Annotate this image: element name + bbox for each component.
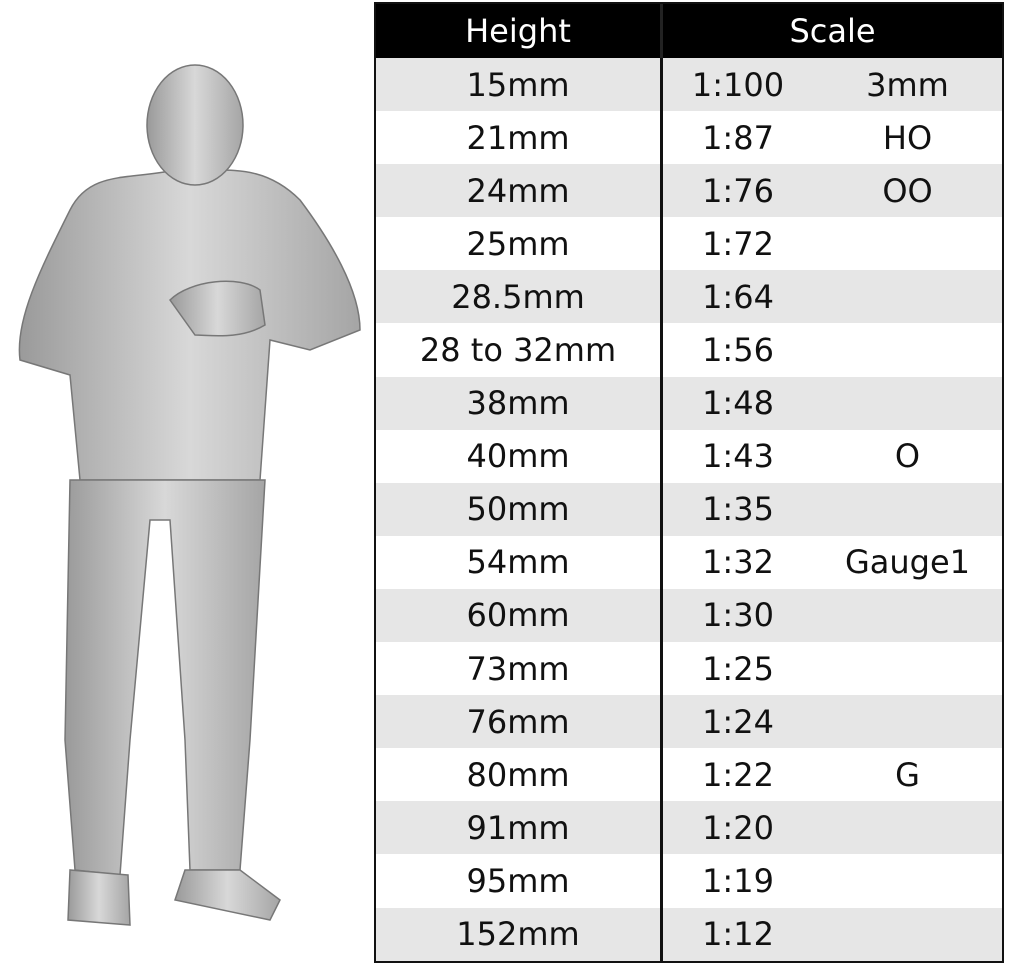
gauge-cell (813, 589, 1002, 642)
gauge-cell (813, 323, 1002, 376)
height-cell: 24mm (376, 164, 663, 218)
scale-cell: 1:12 (702, 915, 774, 954)
header-height: Height (376, 4, 663, 58)
scale-cell: 1:22 (702, 755, 774, 794)
3d-scanned-man-figure (18, 64, 361, 926)
height-cell: 76mm (376, 695, 663, 749)
scale-cell: 1:43 (702, 437, 774, 476)
gauge-cell (813, 854, 1002, 907)
scale-cell: 1:76 (702, 171, 774, 210)
gauge-cell: G (895, 755, 920, 794)
gauge-cell (813, 377, 1002, 430)
height-cell: 60mm (376, 588, 663, 643)
gauge-cell: HO (882, 118, 933, 157)
scale-cell: 1:19 (702, 861, 774, 900)
scale-cell: 1:56 (702, 331, 774, 370)
scale-cell: 1:100 (691, 65, 785, 104)
scale-cell: 1:32 (702, 543, 774, 582)
height-cell: 91mm (376, 801, 663, 855)
table-row: 76mm 1:24 (376, 695, 1002, 749)
table-row: 54mm 1:32 Gauge1 (376, 535, 1002, 589)
table-header: Height Scale (376, 4, 1002, 58)
height-cell: 50mm (376, 482, 663, 536)
gauge-cell: OO (882, 171, 933, 210)
gauge-cell: Gauge1 (844, 543, 971, 582)
height-cell: 80mm (376, 748, 663, 802)
table-row: 40mm 1:43 O (376, 429, 1002, 483)
height-cell: 28 to 32mm (376, 323, 663, 377)
gauge-cell (813, 270, 1002, 323)
gauge-cell: O (894, 437, 921, 476)
height-cell: 40mm (376, 429, 663, 483)
scale-cell: 1:20 (702, 808, 774, 847)
height-cell: 28.5mm (376, 270, 663, 324)
gauge-cell (813, 642, 1002, 695)
height-cell: 54mm (376, 535, 663, 589)
table-row: 15mm 1:100 3mm (376, 58, 1002, 112)
gauge-cell: 3mm (866, 65, 949, 104)
gauge-cell (813, 483, 1002, 536)
table-row: 50mm 1:35 (376, 482, 1002, 536)
table-row: 38mm 1:48 (376, 376, 1002, 430)
height-cell: 152mm (376, 907, 663, 961)
height-scale-table: Height Scale 15mm 1:100 3mm 21mm 1:87 HO 2… (374, 2, 1004, 963)
height-cell: 38mm (376, 376, 663, 430)
gauge-cell (813, 695, 1002, 748)
gauge-cell (813, 801, 1002, 854)
scale-cell: 1:25 (702, 649, 774, 688)
scale-cell: 1:48 (702, 384, 774, 423)
header-scale: Scale (789, 12, 876, 50)
height-cell: 95mm (376, 854, 663, 908)
table-row: 28 to 32mm 1:56 (376, 323, 1002, 377)
table-row: 21mm 1:87 HO (376, 111, 1002, 165)
height-cell: 15mm (376, 58, 663, 112)
scale-cell: 1:64 (702, 277, 774, 316)
table-row: 95mm 1:19 (376, 854, 1002, 908)
table-row: 73mm 1:25 (376, 642, 1002, 696)
gauge-cell (813, 908, 1002, 961)
scale-cell: 1:87 (702, 118, 774, 157)
scale-cell: 1:30 (702, 596, 774, 635)
scale-cell: 1:35 (702, 490, 774, 529)
table-row: 80mm 1:22 G (376, 748, 1002, 802)
table-row: 60mm 1:30 (376, 588, 1002, 643)
table-row: 152mm 1:12 (376, 907, 1002, 961)
table-row: 24mm 1:76 OO (376, 164, 1002, 218)
height-cell: 21mm (376, 111, 663, 165)
table-row: 25mm 1:72 (376, 217, 1002, 271)
scale-cell: 1:72 (702, 224, 774, 263)
table-row: 91mm 1:20 (376, 801, 1002, 855)
table-row: 28.5mm 1:64 (376, 270, 1002, 324)
gauge-cell (813, 217, 1002, 270)
height-cell: 73mm (376, 642, 663, 696)
scale-cell: 1:24 (702, 702, 774, 741)
height-cell: 25mm (376, 217, 663, 271)
